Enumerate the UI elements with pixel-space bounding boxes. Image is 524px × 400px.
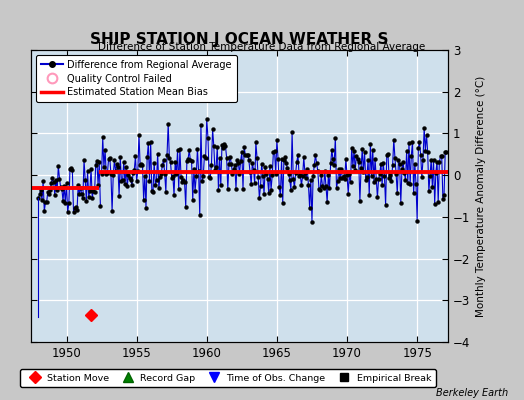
Y-axis label: Monthly Temperature Anomaly Difference (°C): Monthly Temperature Anomaly Difference (…	[476, 75, 486, 317]
Legend: Difference from Regional Average, Quality Control Failed, Estimated Station Mean: Difference from Regional Average, Qualit…	[36, 55, 237, 102]
Text: Berkeley Earth: Berkeley Earth	[436, 388, 508, 398]
Title: SHIP STATION J OCEAN WEATHER S: SHIP STATION J OCEAN WEATHER S	[91, 32, 389, 48]
Text: Difference of Station Temperature Data from Regional Average: Difference of Station Temperature Data f…	[99, 42, 425, 52]
Legend: Station Move, Record Gap, Time of Obs. Change, Empirical Break: Station Move, Record Gap, Time of Obs. C…	[20, 369, 436, 387]
